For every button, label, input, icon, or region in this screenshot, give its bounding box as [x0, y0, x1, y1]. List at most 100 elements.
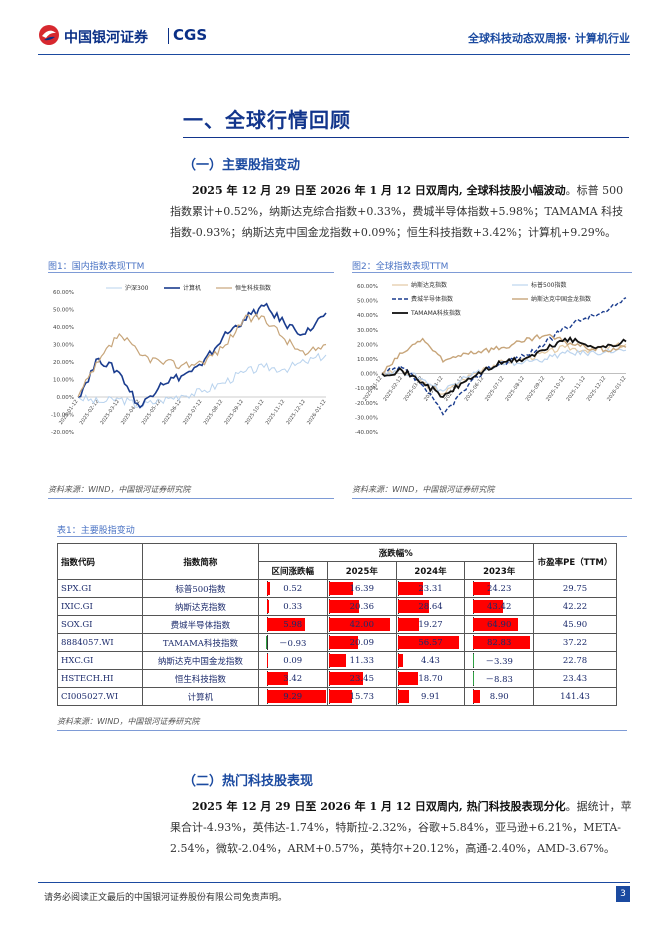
bar-value: 0.52 [283, 583, 303, 594]
section-title: 一、全球行情回顾 [183, 108, 351, 132]
global-index-chart: 60.00% 50.00% 40.00% 30.00% 20.00% 10.00% 0.00… [355, 281, 628, 436]
cell-y2025: 20.09 [326, 633, 397, 652]
bar-value: 0.09 [283, 655, 303, 666]
cell-name: TAMAMA科技指数 [142, 633, 259, 652]
y-tick-label: 10.00% [357, 357, 378, 363]
x-tick-label: 2025-02-12 [382, 375, 404, 402]
figure-2-source: 资料来源：WIND，中国银河证券研究院 [352, 485, 495, 494]
cell-y2025: 20.36 [326, 597, 397, 616]
figure-1-caption: 图1：国内指数表现TTM [48, 262, 145, 272]
y-tick-label: 10.00% [53, 378, 74, 384]
legend-label: 纳斯达克指数 [411, 281, 447, 289]
cell-y2023: 43.42 [464, 597, 535, 616]
bar-value: 9.29 [283, 691, 303, 702]
cell-range: －0.93 [257, 633, 328, 652]
cell-name: 纳斯达克指数 [142, 597, 259, 616]
cell-code: HXC.GI [56, 651, 144, 670]
figure-1-rule [48, 272, 334, 273]
y-tick-label: -20.00% [355, 401, 378, 407]
bar-axis [473, 671, 475, 686]
x-tick-label: 2025-12-12 [285, 399, 307, 426]
y-tick-label: 20.00% [357, 342, 378, 348]
cell-range: 0.52 [257, 579, 328, 598]
header-2025: 2025年 [326, 561, 397, 580]
domestic-index-chart: 60.00% 50.00% 40.00% 30.00% 20.00% 10.00% 0.00… [51, 284, 328, 436]
cell-y2023: 82.83 [464, 633, 535, 652]
y-tick-label: 20.00% [53, 360, 74, 366]
bar-value: 0.33 [283, 601, 303, 612]
header-pe: 市盈率PE（TTM） [533, 543, 617, 580]
x-tick-label: 2025-08-12 [203, 399, 225, 426]
bar-fill [266, 654, 268, 667]
bar-fill [329, 636, 359, 649]
bar-fill [265, 636, 267, 649]
x-tick-label: 2025-11-12 [565, 375, 587, 402]
subsection-title-1: （一）主要股指变动 [183, 158, 301, 173]
paragraph-2-lead: 2025 年 12 月 29 日至 2026 年 1 月 12 日双周内, 热门… [192, 800, 566, 813]
bar-value: 28.64 [418, 601, 443, 612]
series-line [381, 333, 627, 375]
series-line [381, 348, 627, 392]
index-table: 指数代码 指数简称 涨跌幅% 市盈率PE（TTM） 区间涨跌幅 2025年 20… [56, 543, 617, 706]
bar-fill [266, 672, 289, 685]
bar-value: －3.39 [485, 656, 513, 667]
y-tick-label: 0.00% [57, 395, 74, 401]
table-1-bottom-rule [57, 730, 627, 731]
bar-fill [472, 672, 474, 685]
y-tick-label: 40.00% [53, 325, 74, 331]
figure-1-bottom-rule [48, 498, 334, 499]
cell-y2024: 28.64 [395, 597, 466, 616]
x-tick-label: 2025-07-12 [182, 399, 204, 426]
cell-pe: 42.22 [533, 597, 617, 616]
bar-fill [266, 618, 305, 631]
series-line [381, 336, 627, 398]
series-line [77, 313, 327, 398]
x-tick-label: 2025-07-12 [484, 375, 506, 402]
bar-value: 18.70 [418, 673, 443, 684]
cell-pe: 141.43 [533, 687, 617, 706]
bar-value: 8.90 [489, 691, 509, 702]
bar-value: 9.91 [421, 691, 440, 702]
header-change-group: 涨跌幅% [257, 543, 535, 562]
header-2024: 2024年 [395, 561, 466, 580]
legend-label: 纳斯达克中国金龙指数 [531, 295, 591, 303]
bar-fill [266, 690, 326, 703]
subsection-title-2: （二）热门科技股表现 [183, 774, 314, 789]
legend-label: 沪深300 [125, 284, 149, 292]
table-row: IXIC.GI 纳斯达克指数 0.33 20.36 28.64 43.42 42.22 [56, 597, 617, 616]
paragraph-1-body: 。标普 500 指数累计+0.52%，纳斯达克综合指数+0.33%，费城半导体指… [170, 184, 624, 239]
figure-2-bottom-rule [352, 498, 632, 499]
series-line [77, 352, 327, 408]
header-name: 指数简称 [142, 543, 259, 580]
cgs-logo-icon [39, 25, 59, 45]
legend-label: 计算机 [183, 284, 201, 292]
bar-fill [473, 600, 504, 613]
figure-1-source: 资料来源：WIND，中国银河证券研究院 [48, 485, 191, 494]
cell-code: 8884057.WI [56, 633, 144, 652]
table-row: HSTECH.HI 恒生科技指数 3.42 23.45 18.70 －8.83 23.43 [56, 669, 617, 688]
bar-fill [398, 600, 430, 613]
bar-value: －0.93 [279, 638, 307, 649]
cell-range: 5.98 [257, 615, 328, 634]
table-row: SPX.GI 标普500指数 0.52 16.39 23.31 24.23 29.75 [56, 579, 617, 598]
bar-value: 23.31 [418, 583, 443, 594]
cell-code: SPX.GI [56, 579, 144, 598]
y-tick-label: 40.00% [357, 313, 378, 319]
bar-value: 20.09 [349, 637, 374, 648]
bar-fill [266, 600, 269, 613]
bar-value: 11.33 [349, 655, 374, 666]
figure-2-caption: 图2：全球指数表现TTM [352, 262, 449, 272]
legend-label: TAMAMA科技指数 [410, 309, 461, 317]
bar-axis [473, 653, 475, 668]
y-tick-label: 30.00% [357, 328, 378, 334]
bar-value: 5.98 [283, 619, 303, 630]
table-row: CI005027.WI 计算机 9.29 15.73 9.91 8.90 141.43 [56, 687, 617, 706]
cell-code: HSTECH.HI [56, 669, 144, 688]
bar-fill [329, 672, 364, 685]
table-1-source: 资料来源：WIND，中国银河证券研究院 [57, 717, 200, 726]
x-tick-label: 2025-06-12 [161, 399, 183, 426]
cell-y2025: 15.73 [326, 687, 397, 706]
bar-value: 64.90 [487, 619, 512, 630]
bar-fill [329, 654, 346, 667]
series-line [77, 302, 327, 409]
